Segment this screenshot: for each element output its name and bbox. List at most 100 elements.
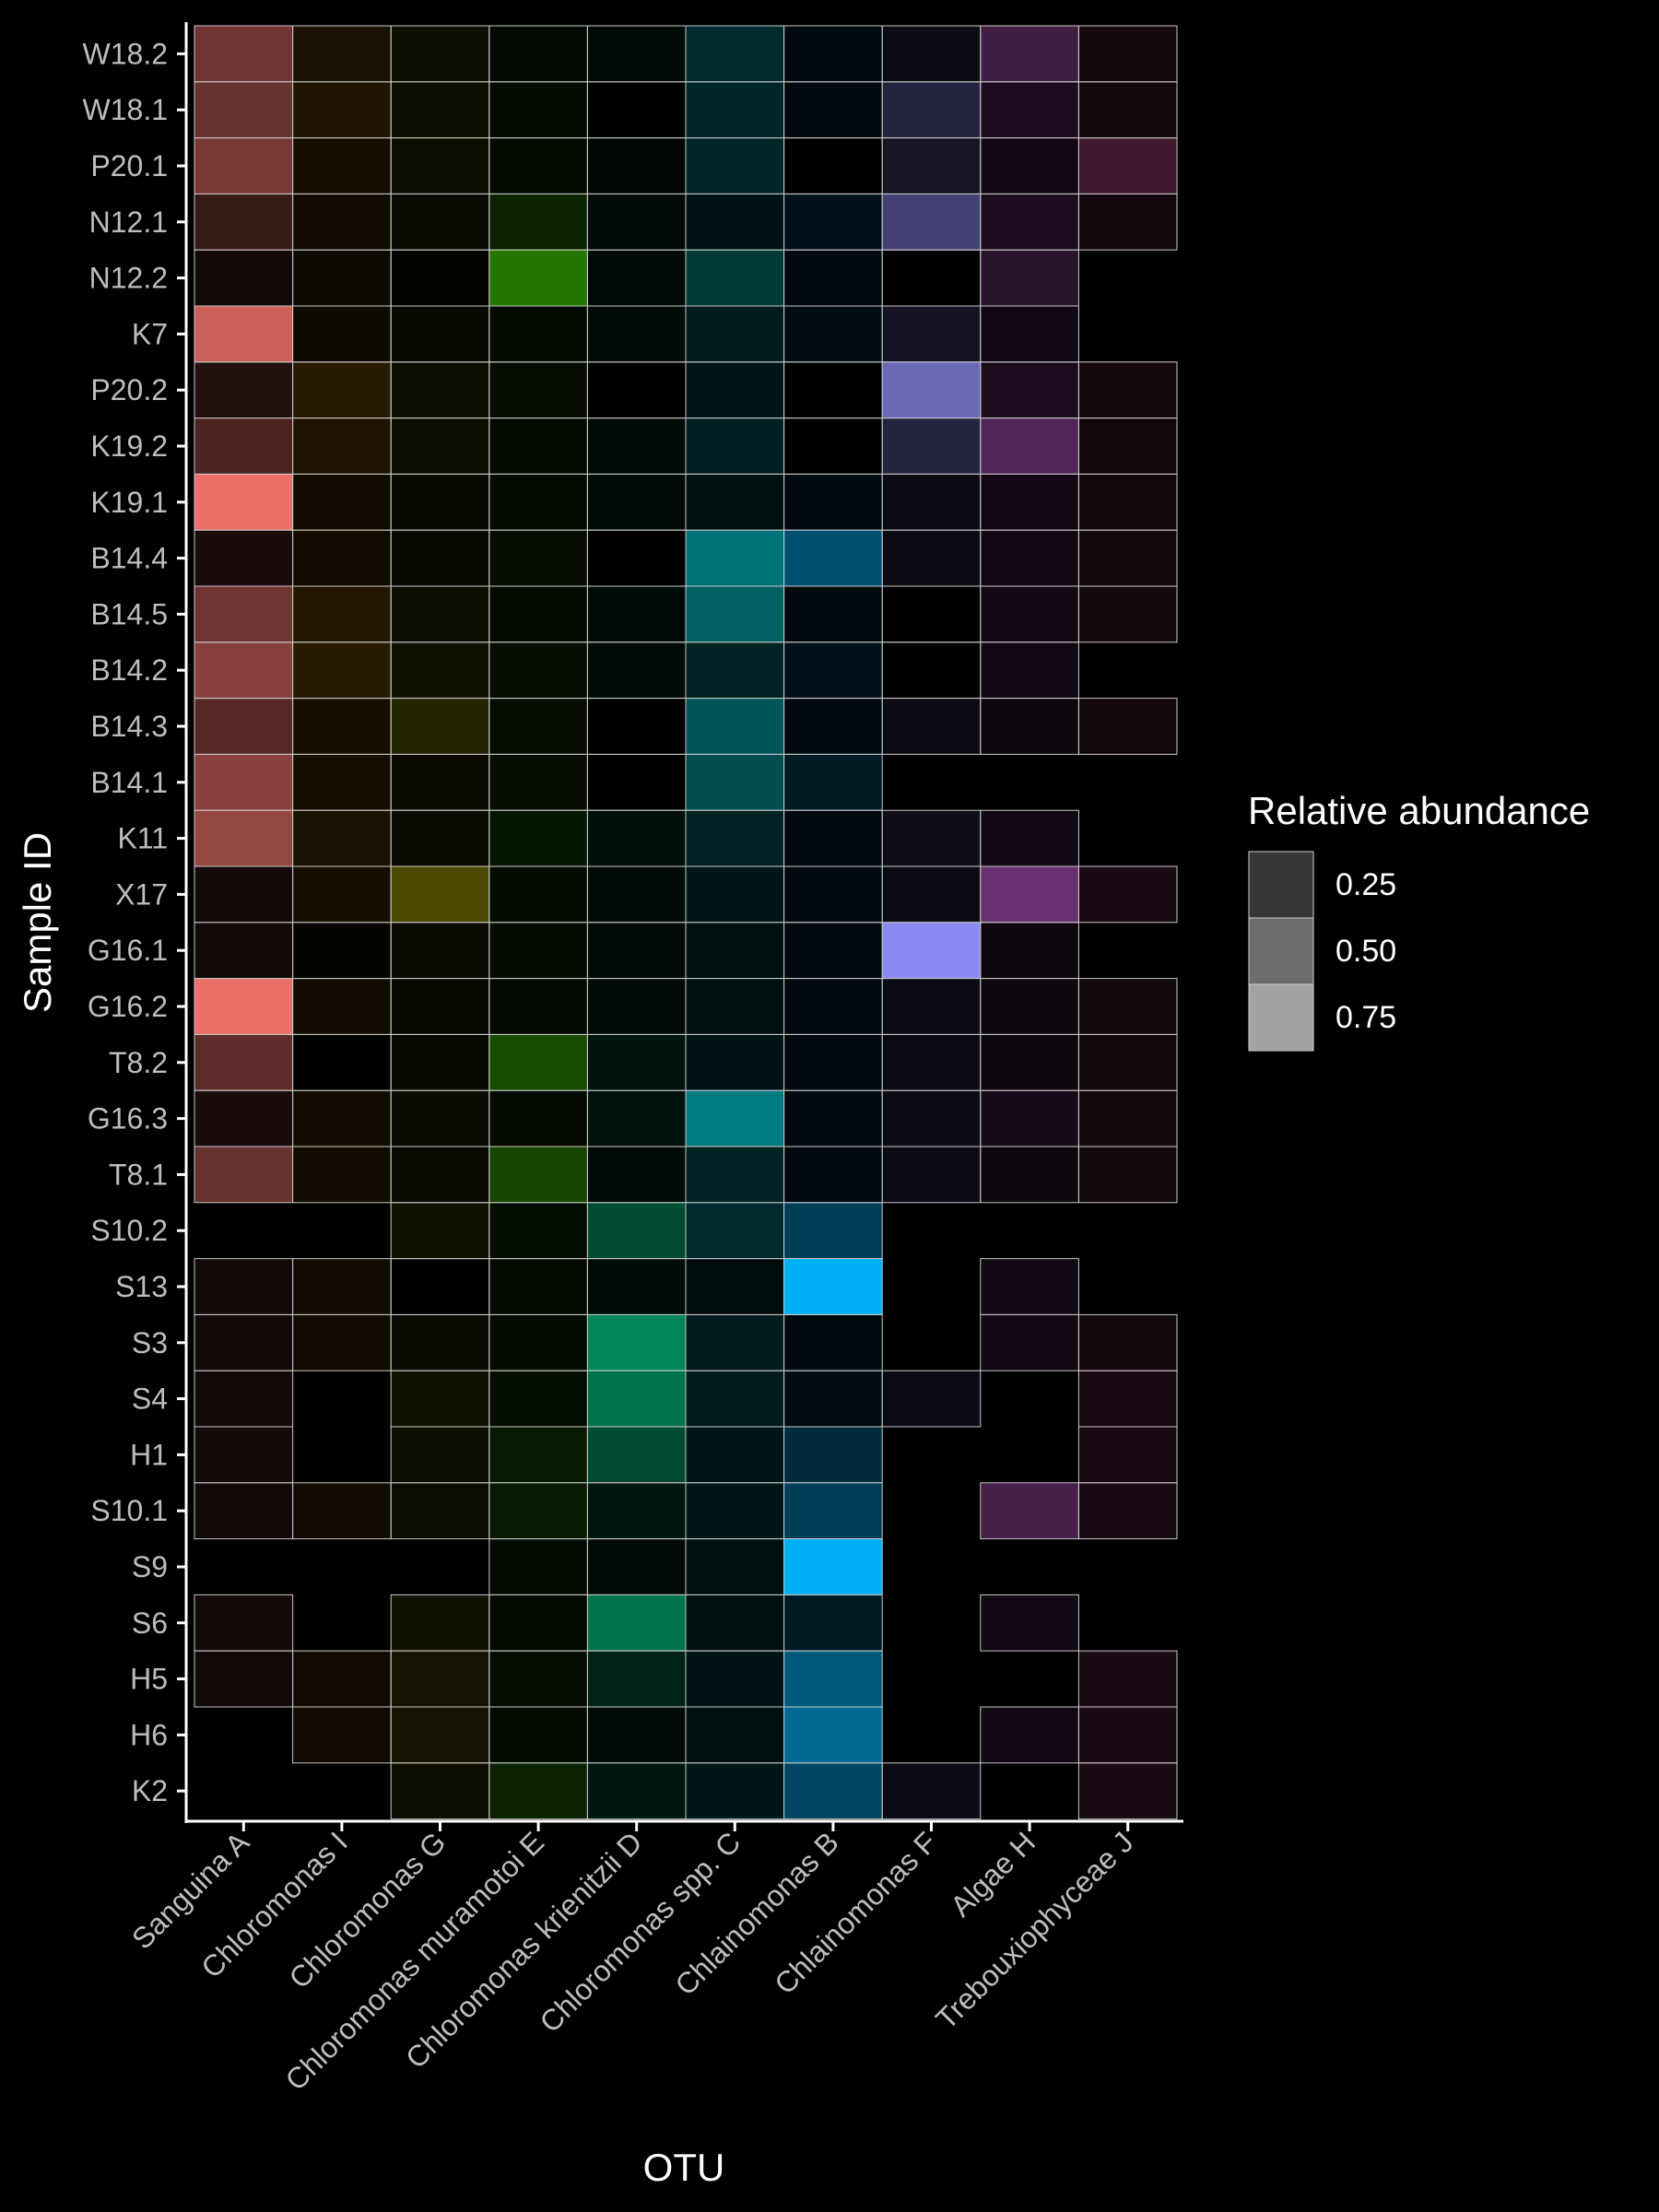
heatmap-cell-b14-3-chloromonas-i: [292, 698, 392, 755]
heatmap-cell-h5-chloromonas-spp-c: [685, 1650, 785, 1708]
heatmap-cell-k19-2-algae-h: [980, 418, 1079, 475]
heatmap-cell-h6-chloromonas-spp-c: [685, 1706, 785, 1764]
heatmap-cell-w18-1-chlainomonas-f: [881, 81, 982, 139]
heatmap-cell-s3-chloromonas-spp-c: [685, 1313, 785, 1371]
legend-label-0-75: 0.75: [1335, 1000, 1396, 1035]
heatmap-cell-s6-sanguina-a: [194, 1594, 294, 1652]
heatmap-cell-k19-1-chloromonas-i: [292, 473, 392, 531]
heatmap-cell-s4-chloromonas-muramotoi-e: [488, 1370, 588, 1428]
heatmap-cell-h6-algae-h: [980, 1706, 1079, 1764]
heatmap-cell-k19-2-chloromonas-krienitzii-d: [586, 418, 687, 475]
heatmap-cell-w18-1-chloromonas-muramotoi-e: [488, 81, 588, 139]
heatmap-cell-g16-1-chloromonas-muramotoi-e: [488, 922, 588, 980]
heatmap-cell-k19-2-chloromonas-i: [292, 418, 392, 475]
heatmap-cell-h5-chloromonas-krienitzii-d: [586, 1650, 687, 1708]
heatmap-cell-g16-3-chlainomonas-b: [783, 1089, 883, 1147]
heatmap-cell-t8-2-chloromonas-krienitzii-d: [586, 1033, 687, 1091]
heatmap-cell-b14-4-chloromonas-muramotoi-e: [488, 529, 588, 587]
y-tick-label-b14-5: B14.5: [90, 597, 168, 630]
heatmap-cell-b14-4-chloromonas-spp-c: [685, 529, 785, 587]
y-tick-label-g16-1: G16.1: [88, 934, 168, 967]
heatmap-cell-p20-2-trebouxiophyceae-j: [1077, 361, 1178, 419]
heatmap-cell-b14-2-chloromonas-g: [390, 641, 490, 700]
legend-label-0-25: 0.25: [1335, 867, 1396, 902]
heatmap-cell-b14-5-chlainomonas-b: [783, 585, 883, 643]
heatmap-cell-b14-2-chloromonas-spp-c: [685, 641, 785, 700]
heatmap-cell-n12-1-chlainomonas-b: [783, 193, 883, 251]
heatmap-cell-b14-2-chloromonas-krienitzii-d: [586, 641, 687, 700]
heatmap-cell-p20-2-chloromonas-krienitzii-d: [586, 361, 687, 419]
heatmap-cell-s10-1-chloromonas-i: [292, 1482, 392, 1540]
y-tick-label-p20-1: P20.1: [90, 149, 168, 182]
legend: Relative abundance 0.25 0.50 0.75: [1248, 789, 1590, 1052]
heatmap-cell-b14-5-algae-h: [980, 585, 1079, 643]
heatmap-cell-s4-chloromonas-spp-c: [685, 1370, 785, 1428]
heatmap-cell-b14-3-chloromonas-muramotoi-e: [488, 698, 588, 755]
y-tick-label-p20-2: P20.2: [90, 373, 168, 406]
y-tick-label-t8-1: T8.1: [109, 1158, 168, 1191]
heatmap-cell-g16-2-chloromonas-krienitzii-d: [586, 978, 687, 1035]
heatmap-cell-k7-sanguina-a: [194, 305, 294, 363]
heatmap-cell-s10-1-trebouxiophyceae-j: [1077, 1482, 1178, 1540]
heatmap-cell-h5-sanguina-a: [194, 1650, 294, 1708]
heatmap-cell-s9-chlainomonas-b: [783, 1538, 883, 1595]
heatmap-cell-t8-1-chloromonas-muramotoi-e: [488, 1146, 588, 1204]
y-tick-label-k19-2: K19.2: [90, 429, 168, 463]
heatmap-cell-g16-1-chloromonas-spp-c: [685, 922, 785, 980]
heatmap-cell-h6-chloromonas-krienitzii-d: [586, 1706, 687, 1764]
heatmap-cell-b14-2-chloromonas-muramotoi-e: [488, 641, 588, 700]
y-tick-label-s10-2: S10.2: [90, 1214, 168, 1247]
y-tick-label-t8-2: T8.2: [109, 1046, 168, 1079]
heatmap-cell-t8-2-sanguina-a: [194, 1033, 294, 1091]
heatmap-cell-k11-chloromonas-krienitzii-d: [586, 809, 687, 867]
heatmap-cell-s13-chloromonas-spp-c: [685, 1258, 785, 1315]
y-tick-label-n12-1: N12.1: [89, 206, 168, 239]
heatmap-cell-t8-1-sanguina-a: [194, 1146, 294, 1204]
heatmap-cell-g16-2-chloromonas-muramotoi-e: [488, 978, 588, 1035]
heatmap-cell-s13-chloromonas-krienitzii-d: [586, 1258, 687, 1315]
heatmap-cell-k7-algae-h: [980, 305, 1079, 363]
heatmap-cell-s4-chloromonas-g: [390, 1370, 490, 1428]
heatmap-cell-x17-trebouxiophyceae-j: [1077, 865, 1178, 924]
heatmap-cell-h5-chloromonas-muramotoi-e: [488, 1650, 588, 1708]
y-tick-label-g16-3: G16.3: [88, 1102, 168, 1135]
heatmap-cell-h1-sanguina-a: [194, 1426, 294, 1484]
heatmap-cell-w18-2-chlainomonas-b: [783, 25, 883, 83]
heatmap-cell-t8-2-chlainomonas-f: [881, 1033, 982, 1091]
y-tick-label-s3: S3: [132, 1326, 168, 1359]
heatmap-cell-b14-3-chloromonas-g: [390, 698, 490, 755]
y-tick-label-k11: K11: [117, 822, 168, 855]
y-tick-label-k19-1: K19.1: [90, 486, 168, 519]
y-tick-label-h1: H1: [130, 1438, 168, 1471]
heatmap-cell-h1-chloromonas-krienitzii-d: [586, 1426, 687, 1484]
heatmap-cell-s3-chlainomonas-b: [783, 1313, 883, 1371]
y-tick-label-b14-2: B14.2: [90, 653, 168, 687]
heatmap-cell-b14-5-chloromonas-krienitzii-d: [586, 585, 687, 643]
heatmap-cell-g16-1-chloromonas-i: [292, 922, 392, 980]
heatmap-cell-g16-1-chlainomonas-f: [881, 922, 982, 980]
heatmap-cell-t8-2-algae-h: [980, 1033, 1079, 1091]
heatmap-cell-k19-1-chloromonas-muramotoi-e: [488, 473, 588, 531]
heatmap-cell-w18-1-chloromonas-krienitzii-d: [586, 81, 687, 139]
heatmap-cell-k7-chlainomonas-f: [881, 305, 982, 363]
heatmap-cell-b14-1-chloromonas-g: [390, 753, 490, 811]
heatmap-cell-b14-4-algae-h: [980, 529, 1079, 587]
heatmap-cell-g16-3-chloromonas-muramotoi-e: [488, 1089, 588, 1147]
heatmap-cell-s9-chloromonas-krienitzii-d: [586, 1538, 687, 1595]
heatmap-cell-w18-2-chloromonas-krienitzii-d: [586, 25, 687, 83]
heatmap-cell-n12-1-chloromonas-spp-c: [685, 193, 785, 251]
heatmap-cell-k19-2-chloromonas-muramotoi-e: [488, 418, 588, 475]
heatmap-cell-h1-chloromonas-spp-c: [685, 1426, 785, 1484]
heatmap-cells: [194, 25, 1178, 1820]
heatmap-cell-g16-2-chlainomonas-b: [783, 978, 883, 1035]
x-axis-title: OTU: [643, 2146, 725, 2189]
heatmap-cell-t8-1-chloromonas-spp-c: [685, 1146, 785, 1204]
heatmap-cell-x17-chlainomonas-f: [881, 865, 982, 924]
heatmap-cell-b14-3-algae-h: [980, 698, 1079, 755]
heatmap-cell-s10-2-chloromonas-spp-c: [685, 1202, 785, 1260]
heatmap-cell-p20-2-algae-h: [980, 361, 1079, 419]
heatmap-cell-h6-chloromonas-muramotoi-e: [488, 1706, 588, 1764]
heatmap-cell-t8-1-chlainomonas-b: [783, 1146, 883, 1204]
heatmap-cell-k19-1-chlainomonas-b: [783, 473, 883, 531]
heatmap-cell-s3-chloromonas-i: [292, 1313, 392, 1371]
